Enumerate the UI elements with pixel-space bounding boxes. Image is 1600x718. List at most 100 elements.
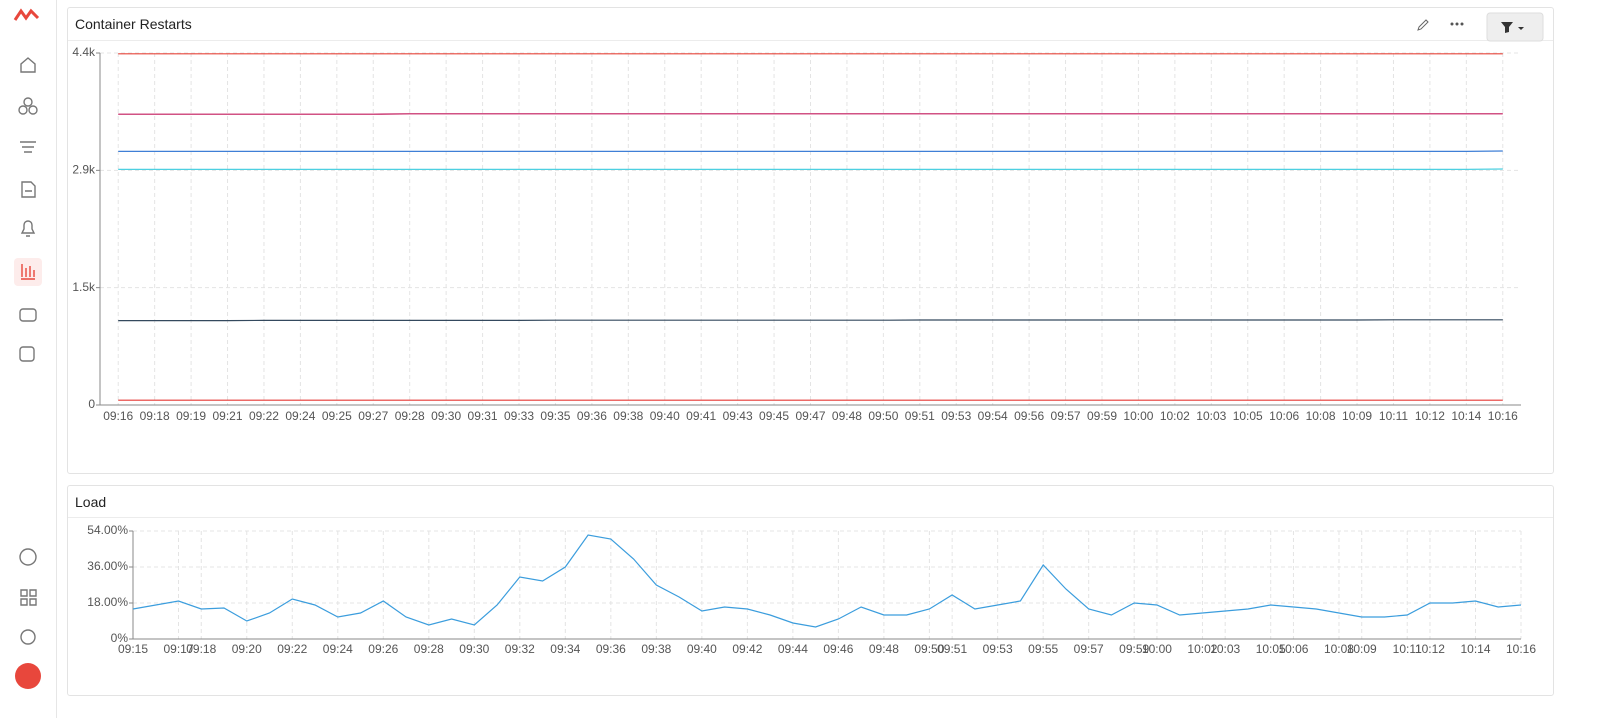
x-tick-label: 09:59: [1119, 642, 1149, 656]
x-tick-label: 09:57: [1051, 409, 1081, 423]
bot-icon[interactable]: [19, 308, 37, 322]
x-tick-label: 10:00: [1142, 642, 1172, 656]
x-tick-label: 10:02: [1187, 642, 1217, 656]
x-tick-label: 09:36: [577, 409, 607, 423]
x-tick-label: 10:08: [1306, 409, 1336, 423]
x-tick-label: 10:16: [1506, 642, 1536, 656]
x-tick-label: 10:08: [1324, 642, 1354, 656]
x-tick-label: 10:12: [1415, 642, 1445, 656]
x-tick-label: 09:28: [395, 409, 425, 423]
x-tick-label: 09:35: [540, 409, 570, 423]
x-tick-label: 09:48: [869, 642, 899, 656]
x-tick-label: 09:59: [1087, 409, 1117, 423]
x-tick-label: 09:53: [983, 642, 1013, 656]
panel-title: Container Restarts: [75, 16, 192, 32]
x-tick-label: 09:40: [687, 642, 717, 656]
x-tick-label: 09:34: [550, 642, 580, 656]
x-tick-label: 09:41: [686, 409, 716, 423]
x-tick-label: 09:15: [118, 642, 148, 656]
x-tick-label: 09:40: [650, 409, 680, 423]
x-tick-label: 10:05: [1233, 409, 1263, 423]
x-tick-label: 09:33: [504, 409, 534, 423]
x-tick-label: 10:05: [1256, 642, 1286, 656]
x-tick-label: 10:09: [1342, 409, 1372, 423]
avatar[interactable]: [15, 663, 41, 689]
x-tick-label: 09:38: [641, 642, 671, 656]
x-tick-label: 09:55: [1028, 642, 1058, 656]
x-tick-label: 09:26: [368, 642, 398, 656]
settings-icon[interactable]: [20, 629, 36, 645]
panel-header-border: [68, 517, 1553, 518]
x-tick-label: 09:46: [823, 642, 853, 656]
y-tick-label: 0: [88, 397, 95, 411]
x-tick-label: 09:44: [778, 642, 808, 656]
series-line: [118, 319, 1503, 322]
y-tick-label: 4.4k: [72, 45, 96, 59]
y-tick-label: 1.5k: [72, 280, 96, 294]
x-tick-label: 09:30: [431, 409, 461, 423]
filter-button[interactable]: [1486, 12, 1544, 42]
x-tick-label: 09:43: [723, 409, 753, 423]
x-tick-label: 09:22: [277, 642, 307, 656]
x-tick-label: 10:11: [1393, 642, 1422, 656]
filter-icon: [1501, 22, 1524, 33]
x-tick-label: 09:30: [459, 642, 489, 656]
x-tick-label: 09:50: [868, 409, 898, 423]
x-tick-label: 09:51: [905, 409, 935, 423]
logs-icon[interactable]: [20, 141, 36, 153]
x-tick-label: 09:48: [832, 409, 862, 423]
x-tick-label: 09:53: [941, 409, 971, 423]
x-tick-label: 09:36: [596, 642, 626, 656]
x-tick-label: 09:21: [213, 409, 243, 423]
x-tick-label: 10:02: [1160, 409, 1190, 423]
x-tick-label: 09:27: [358, 409, 388, 423]
home-icon[interactable]: [20, 57, 36, 73]
x-tick-label: 10:09: [1347, 642, 1377, 656]
y-tick-label: 54.00%: [87, 523, 128, 537]
x-tick-label: 09:32: [505, 642, 535, 656]
x-tick-label: 09:25: [322, 409, 352, 423]
x-tick-label: 09:31: [468, 409, 498, 423]
x-tick-label: 09:20: [232, 642, 262, 656]
infra-icon[interactable]: [18, 97, 38, 115]
x-tick-label: 09:18: [186, 642, 216, 656]
x-tick-label: 09:17: [163, 642, 193, 656]
panel-title: Load: [75, 494, 107, 510]
synthetics-icon[interactable]: [19, 346, 35, 362]
x-tick-label: 09:24: [323, 642, 353, 656]
x-tick-label: 09:16: [103, 409, 133, 423]
x-tick-label: 09:28: [414, 642, 444, 656]
apps-icon[interactable]: [20, 589, 37, 606]
dashboards-icon: [21, 264, 35, 280]
x-tick-label: 09:38: [613, 409, 643, 423]
x-tick-label: 09:42: [732, 642, 762, 656]
logo[interactable]: [13, 8, 40, 21]
y-tick-label: 36.00%: [87, 559, 128, 573]
edit-button[interactable]: [1417, 19, 1429, 31]
x-tick-label: 09:56: [1014, 409, 1044, 423]
x-tick-label: 09:57: [1074, 642, 1104, 656]
x-tick-label: 09:22: [249, 409, 279, 423]
x-tick-label: 10:14: [1460, 642, 1490, 656]
more-button[interactable]: [1450, 22, 1464, 26]
x-tick-label: 09:51: [937, 642, 967, 656]
x-tick-label: 10:03: [1210, 642, 1240, 656]
sidebar: [0, 0, 57, 718]
alerts-icon[interactable]: [20, 220, 36, 237]
panel: Load: [67, 485, 1554, 696]
docs-icon[interactable]: [21, 181, 36, 198]
help-icon[interactable]: [19, 548, 37, 566]
y-tick-label: 18.00%: [87, 595, 128, 609]
x-tick-label: 09:19: [176, 409, 206, 423]
x-tick-label: 10:03: [1196, 409, 1226, 423]
x-tick-label: 10:12: [1415, 409, 1445, 423]
y-tick-label: 2.9k: [72, 163, 96, 177]
x-tick-label: 09:54: [978, 409, 1008, 423]
x-tick-label: 09:47: [795, 409, 825, 423]
x-tick-label: 10:11: [1379, 409, 1408, 423]
x-tick-label: 09:18: [140, 409, 170, 423]
x-tick-label: 10:06: [1278, 642, 1308, 656]
panel-header-border: [68, 40, 1553, 41]
